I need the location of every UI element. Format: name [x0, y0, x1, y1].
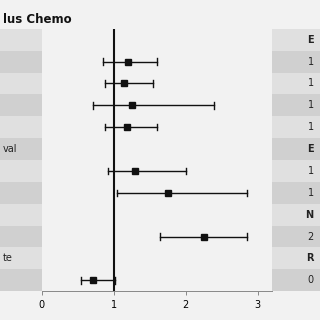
Text: 1: 1: [308, 122, 314, 132]
Text: te: te: [3, 253, 13, 263]
Text: 0: 0: [308, 275, 314, 285]
Text: lus Chemo: lus Chemo: [3, 13, 72, 26]
Text: 1: 1: [308, 188, 314, 198]
Text: val: val: [3, 144, 18, 154]
Text: N: N: [306, 210, 314, 220]
Text: E: E: [307, 35, 314, 45]
Text: 1: 1: [308, 166, 314, 176]
Text: E: E: [307, 144, 314, 154]
Text: 1: 1: [308, 100, 314, 110]
Text: 2: 2: [307, 232, 314, 242]
Text: 1: 1: [308, 78, 314, 88]
Text: 1: 1: [308, 57, 314, 67]
Text: R: R: [306, 253, 314, 263]
